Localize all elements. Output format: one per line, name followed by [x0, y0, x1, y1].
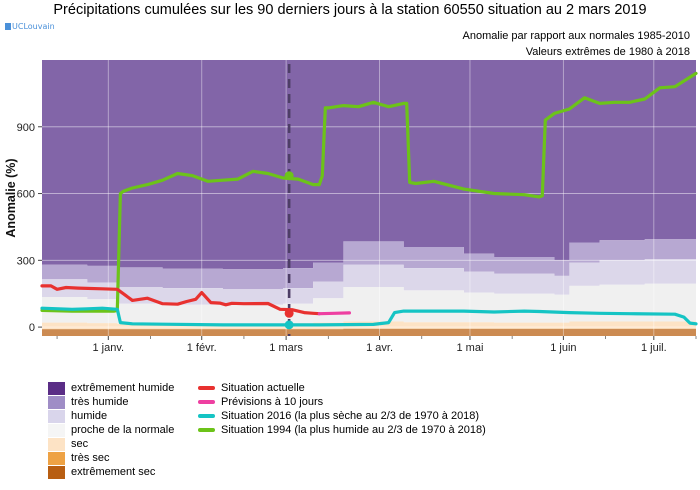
series-marker-1 [284, 308, 294, 318]
legend-item-band: proche de la normale [48, 423, 174, 437]
band-extremely-dry [42, 328, 696, 336]
legend-label: Prévisions à 10 jours [221, 396, 324, 408]
legend-label: Situation 2016 (la plus sèche au 2/3 de … [221, 410, 480, 422]
legend-line-swatch [198, 386, 215, 390]
x-tick-label: 1 juil. [641, 342, 667, 354]
legend-label: Situation 1994 (la plus humide au 2/3 de… [221, 424, 486, 436]
legend-label: extrêmement sec [71, 466, 156, 478]
chart-title: Précipitations cumulées sur les 90 derni… [53, 2, 647, 18]
legend-swatch [48, 437, 65, 451]
series-line-4 [40, 71, 698, 313]
chart-subtitle-extremes: Valeurs extrêmes de 1980 à 2018 [525, 46, 690, 58]
chart-svg: 0 300 600 900 1 janv. 1 févr. 1 mars 1 avr. 1 ma… [4, 60, 698, 354]
legend-lines: Situation actuelle Prévisions à 10 jours S… [198, 381, 486, 437]
legend-item-series: Prévisions à 10 jours [198, 395, 486, 409]
legend-item-band: sec [48, 437, 174, 451]
legend-label: extrêmement humide [71, 382, 175, 394]
series-line-1 [40, 284, 321, 316]
legend-label: proche de la normale [71, 424, 175, 436]
legend-item-series: Situation 2016 (la plus sèche au 2/3 de … [198, 409, 486, 423]
series-marker-2 [284, 171, 294, 181]
legend-swatch [48, 409, 65, 423]
x-tick-label: 1 févr. [187, 342, 217, 354]
legend-label: Situation actuelle [221, 382, 305, 394]
legend-label: sec [71, 438, 89, 450]
legend-item-band: extrêmement humide [48, 381, 174, 395]
y-tick-label: 0 [29, 322, 35, 334]
band-2 [42, 238, 696, 290]
x-tick-label: 1 avr. [366, 342, 393, 354]
logo-text: UCLouvain [12, 22, 55, 31]
series-marker-3 [284, 320, 294, 330]
band-1 [42, 60, 696, 270]
uclouvain-logo: UCLouvain [5, 22, 55, 31]
legend-swatch [48, 451, 65, 465]
legend-line-swatch [198, 400, 215, 404]
x-tick-label: 1 juin [550, 342, 576, 354]
legend-item-series: Situation 1994 (la plus humide au 2/3 de… [198, 423, 486, 437]
logo-mark-icon [5, 23, 11, 30]
x-tick-label: 1 janv. [93, 342, 125, 354]
legend-line-swatch [198, 414, 215, 418]
y-tick-label: 300 [17, 255, 35, 267]
series-line-3 [40, 306, 698, 327]
band-3 [42, 258, 696, 305]
y-tick-label: 900 [17, 122, 35, 134]
legend-item-band: humide [48, 409, 174, 423]
band-4 [42, 282, 696, 324]
legend-swatch [48, 423, 65, 437]
legend-swatch [48, 381, 65, 395]
legend-item-band: extrêmement sec [48, 465, 174, 479]
legend-bands: extrêmement humide très humide humide proch… [48, 381, 174, 479]
chart-subtitle-normals: Anomalie par rapport aux normales 1985-2… [462, 30, 690, 42]
legend-swatch [48, 465, 65, 479]
legend-label: très sec [71, 452, 110, 464]
legend-item-band: très sec [48, 451, 174, 465]
series-line-2 [317, 311, 351, 316]
legend-item-series: Situation actuelle [198, 381, 486, 395]
x-tick-label: 1 mars [269, 342, 303, 354]
x-tick-label: 1 mai [457, 342, 484, 354]
legend-label: humide [71, 410, 108, 422]
y-axis-label: Anomalie (%) [4, 158, 18, 237]
legend-swatch [48, 395, 65, 409]
legend-label: très humide [71, 396, 129, 408]
legend-item-band: très humide [48, 395, 174, 409]
y-tick-label: 600 [17, 189, 35, 201]
legend-line-swatch [198, 428, 215, 432]
